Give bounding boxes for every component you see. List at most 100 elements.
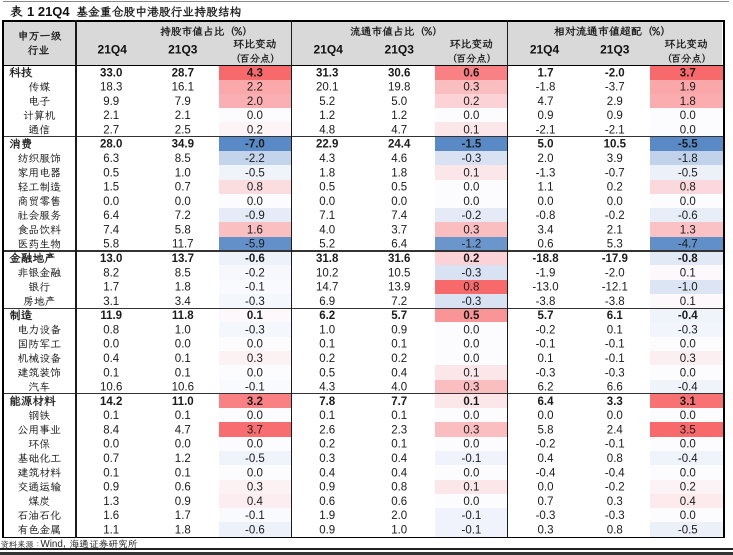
svg-text:5.8: 5.8 — [538, 424, 554, 436]
svg-text:-0.2: -0.2 — [245, 267, 265, 279]
svg-text:-0.1: -0.1 — [245, 382, 265, 394]
svg-text:0.0: 0.0 — [463, 496, 479, 508]
svg-text:0.0: 0.0 — [680, 339, 696, 351]
svg-text:0.2: 0.2 — [319, 353, 335, 365]
svg-text:3.5: 3.5 — [680, 424, 696, 436]
svg-text:1.3: 1.3 — [680, 224, 696, 236]
svg-text:1.6: 1.6 — [247, 224, 263, 236]
svg-text:-0.9: -0.9 — [245, 210, 265, 222]
svg-text:-0.7: -0.7 — [605, 167, 625, 179]
svg-text:1.8: 1.8 — [319, 167, 335, 179]
svg-text:-0.1: -0.1 — [245, 282, 265, 294]
svg-text:0.3: 0.3 — [463, 82, 479, 94]
svg-text:1.0: 1.0 — [175, 324, 191, 336]
svg-text:-0.1: -0.1 — [245, 510, 265, 522]
svg-text:8.4: 8.4 — [103, 424, 120, 436]
svg-text:0.2: 0.2 — [247, 124, 263, 136]
svg-text:-0.1: -0.1 — [605, 439, 625, 451]
svg-text:-0.3: -0.3 — [461, 296, 481, 308]
svg-text:-0.6: -0.6 — [245, 253, 265, 265]
svg-text:8.2: 8.2 — [103, 267, 119, 279]
svg-text:0.0: 0.0 — [463, 196, 479, 208]
svg-text:1.0: 1.0 — [319, 324, 335, 336]
svg-text:0.3: 0.3 — [463, 424, 479, 436]
svg-text:5.8: 5.8 — [175, 224, 191, 236]
svg-text:-0.2: -0.2 — [536, 439, 556, 451]
svg-text:1.8: 1.8 — [175, 282, 191, 294]
svg-text:0.0: 0.0 — [680, 439, 696, 451]
svg-text:18.3: 18.3 — [100, 82, 122, 94]
svg-text:0.0: 0.0 — [175, 339, 191, 351]
svg-text:0.0: 0.0 — [538, 196, 554, 208]
svg-text:10.5: 10.5 — [388, 267, 410, 279]
svg-text:Wind: Wind — [41, 539, 63, 550]
svg-text:3.7: 3.7 — [247, 424, 263, 436]
svg-text:0.0: 0.0 — [538, 410, 554, 422]
svg-text:2.0: 2.0 — [391, 510, 407, 522]
svg-text:11.7: 11.7 — [172, 239, 194, 251]
svg-text:-1.8: -1.8 — [536, 82, 556, 94]
svg-text:-0.3: -0.3 — [461, 153, 481, 165]
svg-text:-1.3: -1.3 — [536, 167, 556, 179]
svg-text:0.0: 0.0 — [680, 124, 696, 136]
svg-text:3.4: 3.4 — [538, 224, 555, 236]
svg-text:4.6: 4.6 — [391, 153, 407, 165]
svg-text:0.6: 0.6 — [175, 482, 191, 494]
svg-text:2.5: 2.5 — [175, 124, 191, 136]
svg-text:0.0: 0.0 — [607, 196, 623, 208]
svg-text:0.8: 0.8 — [463, 282, 479, 294]
svg-text:0.6: 0.6 — [538, 239, 554, 251]
svg-text:-13.0: -13.0 — [532, 282, 558, 294]
svg-text:0.3: 0.3 — [463, 382, 479, 394]
svg-text:6.9: 6.9 — [319, 296, 335, 308]
svg-text:3.1: 3.1 — [103, 296, 119, 308]
svg-text:0.0: 0.0 — [175, 196, 191, 208]
svg-text:7.4: 7.4 — [391, 210, 408, 222]
svg-text:0.6: 0.6 — [463, 67, 479, 79]
svg-text:1.0: 1.0 — [175, 167, 191, 179]
svg-text:11.0: 11.0 — [172, 396, 194, 408]
svg-text:0.0: 0.0 — [680, 110, 696, 122]
svg-text:0.1: 0.1 — [538, 353, 554, 365]
svg-text:0.7: 0.7 — [103, 453, 119, 465]
svg-text:4.3: 4.3 — [319, 153, 335, 165]
svg-text:21Q3: 21Q3 — [168, 43, 198, 57]
svg-text:3.7: 3.7 — [391, 224, 407, 236]
svg-text:0.9: 0.9 — [607, 110, 623, 122]
svg-text:0.2: 0.2 — [680, 482, 696, 494]
svg-text:0.4: 0.4 — [319, 467, 336, 479]
svg-text:0.0: 0.0 — [247, 410, 263, 422]
svg-text:7.7: 7.7 — [391, 396, 407, 408]
svg-text:3.7: 3.7 — [680, 67, 696, 79]
svg-text:-0.8: -0.8 — [678, 253, 698, 265]
svg-text:0.0: 0.0 — [463, 439, 479, 451]
svg-text:0.3: 0.3 — [607, 496, 623, 508]
svg-text:21Q4: 21Q4 — [314, 43, 344, 57]
svg-text:7.4: 7.4 — [103, 224, 120, 236]
svg-text:6.4: 6.4 — [391, 239, 408, 251]
svg-text:2.9: 2.9 — [607, 96, 623, 108]
svg-text:4.7: 4.7 — [175, 424, 191, 436]
svg-text:0.8: 0.8 — [607, 524, 623, 536]
svg-text:2.0: 2.0 — [247, 96, 263, 108]
svg-text:-0.3: -0.3 — [605, 510, 625, 522]
svg-text:0.5: 0.5 — [319, 182, 335, 194]
svg-text:-1.5: -1.5 — [461, 139, 481, 151]
svg-text:1.1: 1.1 — [538, 182, 554, 194]
svg-text:0.7: 0.7 — [538, 496, 554, 508]
svg-text:4.7: 4.7 — [391, 124, 407, 136]
svg-text:0.8: 0.8 — [391, 482, 407, 494]
svg-text:0.8: 0.8 — [247, 182, 263, 194]
svg-text:2.7: 2.7 — [103, 124, 119, 136]
svg-text:-0.1: -0.1 — [461, 453, 481, 465]
svg-text:0.1: 0.1 — [175, 367, 191, 379]
svg-text:0.5: 0.5 — [103, 167, 119, 179]
svg-text:0.9: 0.9 — [319, 482, 335, 494]
svg-text:6.6: 6.6 — [607, 382, 623, 394]
svg-text:0.1: 0.1 — [103, 367, 119, 379]
svg-text:4.3: 4.3 — [247, 67, 263, 79]
svg-text:0.9: 0.9 — [538, 110, 554, 122]
svg-text:21Q3: 21Q3 — [600, 43, 630, 57]
svg-text:0.5: 0.5 — [319, 367, 335, 379]
svg-text:28.0: 28.0 — [100, 139, 122, 151]
